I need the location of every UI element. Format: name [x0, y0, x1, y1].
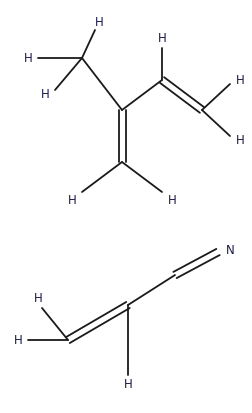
Text: H: H	[158, 33, 166, 45]
Text: H: H	[41, 88, 49, 102]
Text: H: H	[68, 195, 76, 207]
Text: H: H	[34, 292, 42, 306]
Text: H: H	[168, 195, 176, 207]
Text: H: H	[14, 334, 22, 347]
Text: H: H	[24, 52, 32, 64]
Text: H: H	[236, 133, 244, 147]
Text: H: H	[124, 377, 132, 391]
Text: H: H	[236, 74, 244, 86]
Text: N: N	[226, 244, 234, 256]
Text: H: H	[94, 16, 103, 28]
